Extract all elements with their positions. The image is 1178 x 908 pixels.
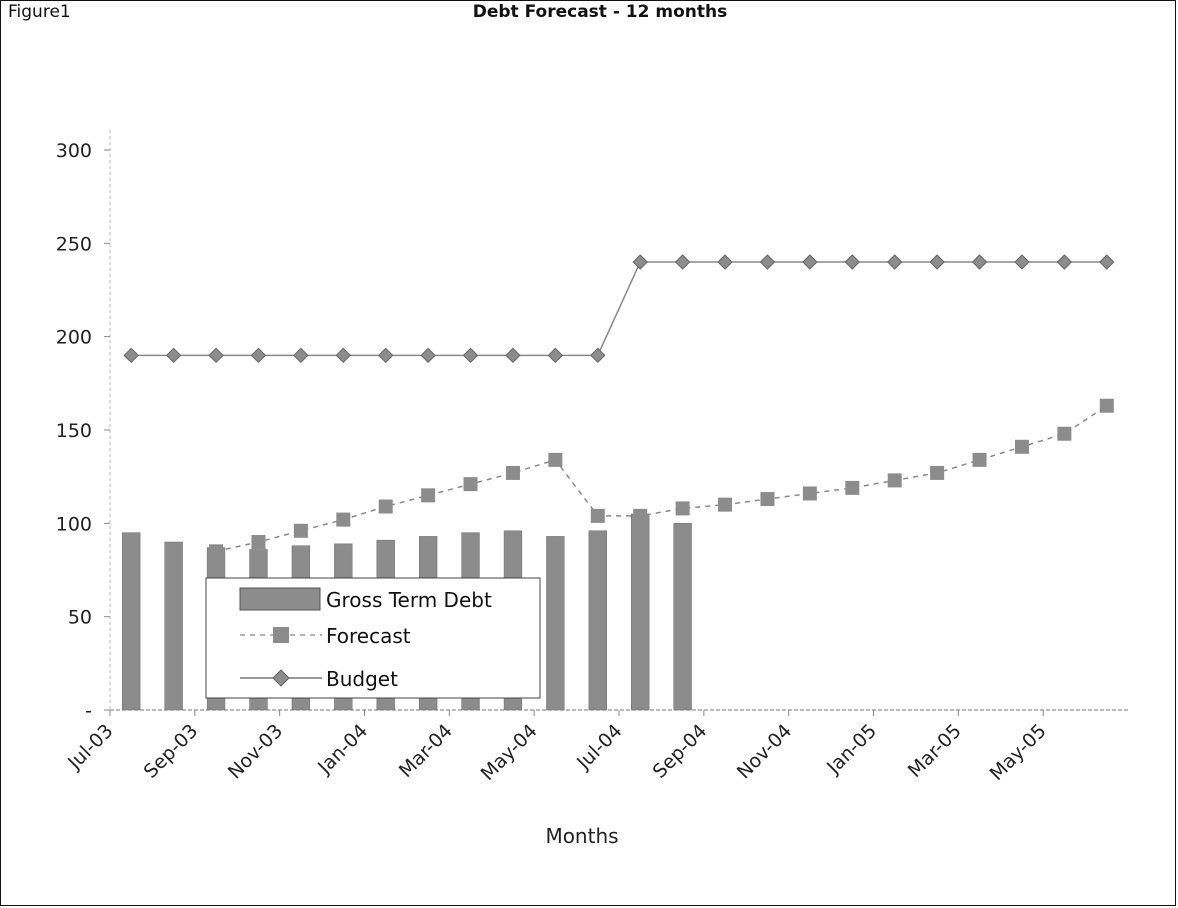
x-tick-label: Sep-04 — [649, 720, 712, 783]
y-tick-label: - — [85, 700, 92, 722]
marker-budget — [971, 254, 988, 270]
legend-label-budget: Budget — [326, 667, 398, 691]
legend: Gross Term Debt Forecast Budget — [205, 577, 541, 699]
x-axis: Jul-03 Sep-03 Nov-03 Jan-04 Mar-04 May-04 Jul-… — [63, 709, 1128, 785]
marker-forecast — [463, 477, 478, 492]
marker-budget — [887, 254, 903, 270]
legend-marker-budget — [272, 669, 290, 687]
marker-budget — [123, 347, 139, 364]
x-tick-label: Jan-04 — [313, 720, 372, 779]
x-tick-label: Sep-03 — [140, 720, 203, 783]
bar-gross-term-debt — [673, 523, 692, 711]
y-axis: - 50 100 150 200 250 300 — [56, 130, 111, 722]
marker-forecast — [548, 452, 563, 467]
marker-forecast — [590, 508, 605, 523]
marker-forecast — [293, 523, 308, 538]
marker-forecast — [633, 508, 648, 523]
x-tick-label: Jul-03 — [63, 720, 117, 774]
bar-gross-term-debt — [588, 530, 607, 711]
marker-forecast — [972, 452, 987, 467]
marker-budget — [420, 347, 436, 364]
y-tick-label: 150 — [56, 420, 92, 442]
marker-budget — [505, 347, 521, 364]
marker-forecast — [1057, 426, 1072, 441]
x-tick-label: May-05 — [986, 720, 1051, 785]
x-tick-label: Mar-04 — [395, 720, 457, 782]
marker-budget — [674, 254, 691, 270]
marker-budget — [378, 347, 394, 364]
marker-forecast — [1099, 398, 1114, 413]
chart-title: Debt Forecast - 12 months — [472, 2, 728, 22]
marker-budget — [759, 254, 776, 270]
marker-budget — [208, 347, 224, 364]
marker-forecast — [505, 465, 520, 480]
marker-forecast — [378, 499, 393, 514]
marker-forecast — [802, 486, 817, 501]
marker-forecast — [930, 465, 945, 480]
y-tick-label: 300 — [56, 140, 92, 162]
marker-forecast — [209, 544, 224, 559]
bar-gross-term-debt — [122, 532, 141, 711]
marker-forecast — [421, 488, 436, 503]
marker-budget — [335, 347, 351, 364]
bar-gross-term-debt — [546, 536, 565, 711]
y-tick-label: 250 — [56, 233, 92, 255]
marker-budget — [844, 254, 860, 270]
marker-forecast — [675, 501, 690, 516]
marker-forecast — [336, 512, 351, 527]
x-tick-label: Mar-05 — [904, 720, 966, 782]
bar-gross-term-debt — [164, 541, 183, 711]
marker-forecast — [845, 480, 860, 495]
lines-group — [123, 254, 1115, 559]
y-tick-label: 200 — [56, 327, 92, 349]
marker-forecast — [1014, 439, 1029, 454]
line-forecast — [215, 405, 1108, 553]
bar-gross-term-debt — [631, 513, 650, 711]
y-tick-label: 100 — [56, 513, 92, 535]
legend-label-gross-term-debt: Gross Term Debt — [326, 588, 492, 612]
marker-budget — [590, 347, 606, 364]
y-tick-label: 50 — [68, 607, 92, 629]
marker-forecast — [718, 497, 733, 512]
legend-marker-forecast — [273, 627, 289, 643]
marker-budget — [1056, 254, 1073, 270]
marker-budget — [165, 347, 182, 364]
legend-swatch-gross-term-debt — [239, 587, 321, 611]
marker-budget — [1099, 254, 1115, 270]
x-tick-label: May-04 — [477, 720, 542, 785]
marker-forecast — [251, 535, 266, 549]
x-tick-label: Jul-04 — [572, 720, 626, 774]
marker-budget — [250, 347, 267, 364]
x-tick-label: Jan-05 — [822, 720, 881, 779]
marker-forecast — [887, 473, 902, 488]
line-budget — [131, 261, 1107, 357]
legend-label-forecast: Forecast — [326, 624, 411, 648]
marker-budget — [802, 254, 818, 270]
marker-budget — [717, 254, 733, 270]
marker-budget — [1014, 254, 1030, 270]
x-tick-label: Nov-03 — [224, 720, 287, 783]
marker-budget — [462, 347, 479, 364]
marker-budget — [293, 347, 309, 364]
marker-forecast — [760, 492, 775, 507]
marker-budget — [547, 347, 564, 364]
marker-budget — [632, 254, 648, 270]
x-axis-title: Months — [545, 824, 618, 848]
figure-label: Figure1 — [8, 2, 71, 22]
x-tick-label: Nov-04 — [733, 720, 796, 783]
marker-budget — [929, 254, 945, 270]
